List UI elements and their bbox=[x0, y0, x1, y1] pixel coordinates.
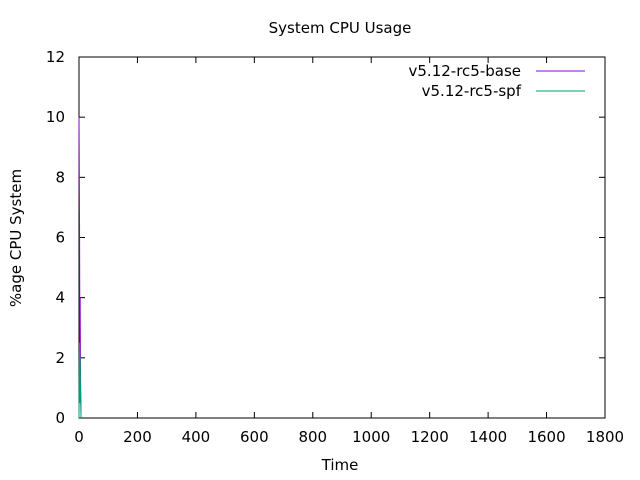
x-tick-label: 200 bbox=[123, 428, 152, 446]
x-tick-label: 0 bbox=[74, 428, 84, 446]
x-axis-ticks: 0 200 400 600 800 1000 1200 1400 1600 1800 bbox=[74, 57, 624, 446]
y-axis-ticks: 0 2 4 6 8 10 12 bbox=[46, 48, 605, 427]
series-line bbox=[78, 342, 82, 419]
y-tick-label: 0 bbox=[55, 409, 65, 427]
legend-label: v5.12-rc5-base bbox=[409, 62, 522, 80]
x-tick-label: 600 bbox=[240, 428, 269, 446]
plot-frame bbox=[78, 56, 606, 419]
y-axis-label: %age CPU System bbox=[7, 169, 25, 307]
y-tick-label: 10 bbox=[46, 108, 65, 126]
y-tick-label: 12 bbox=[46, 48, 65, 66]
x-tick-label: 1800 bbox=[586, 428, 624, 446]
legend: v5.12-rc5-base v5.12-rc5-spf bbox=[409, 62, 585, 100]
y-tick-label: 6 bbox=[55, 229, 65, 247]
series-layer bbox=[78, 117, 82, 419]
x-tick-label: 1000 bbox=[352, 428, 390, 446]
y-tick-label: 8 bbox=[55, 168, 65, 186]
x-axis-label: Time bbox=[321, 456, 359, 474]
x-tick-label: 400 bbox=[182, 428, 211, 446]
legend-label: v5.12-rc5-spf bbox=[422, 82, 522, 100]
chart-title: System CPU Usage bbox=[269, 19, 412, 37]
y-tick-label: 2 bbox=[55, 349, 65, 367]
x-tick-label: 800 bbox=[298, 428, 327, 446]
y-tick-label: 4 bbox=[55, 289, 65, 307]
x-tick-label: 1200 bbox=[411, 428, 449, 446]
x-tick-label: 1600 bbox=[527, 428, 565, 446]
x-tick-label: 1400 bbox=[469, 428, 507, 446]
